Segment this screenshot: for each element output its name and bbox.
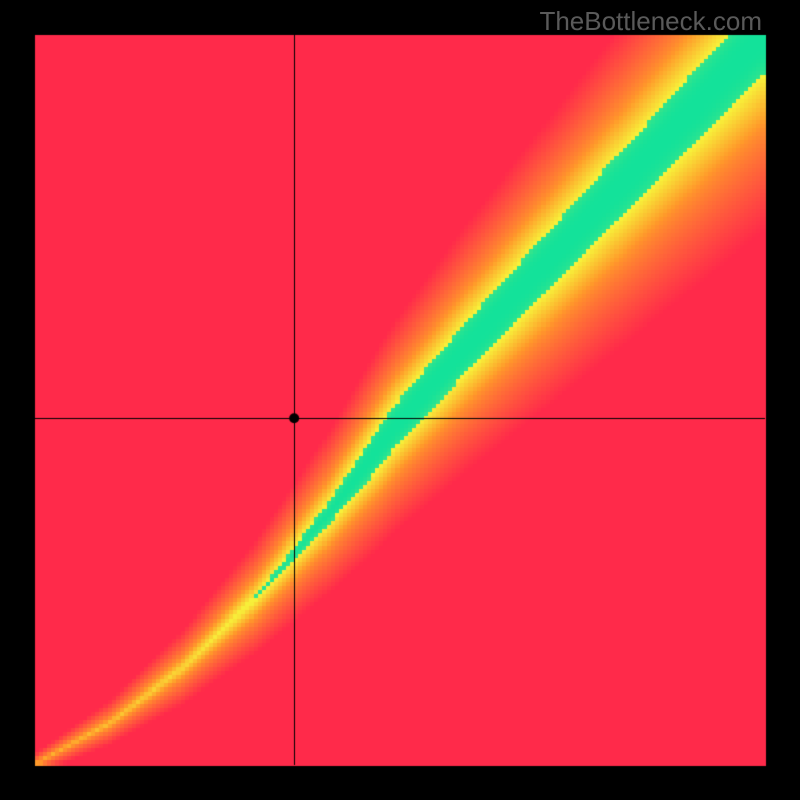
bottleneck-heatmap: [0, 0, 800, 800]
chart-container: TheBottleneck.com: [0, 0, 800, 800]
watermark-text: TheBottleneck.com: [539, 6, 762, 37]
